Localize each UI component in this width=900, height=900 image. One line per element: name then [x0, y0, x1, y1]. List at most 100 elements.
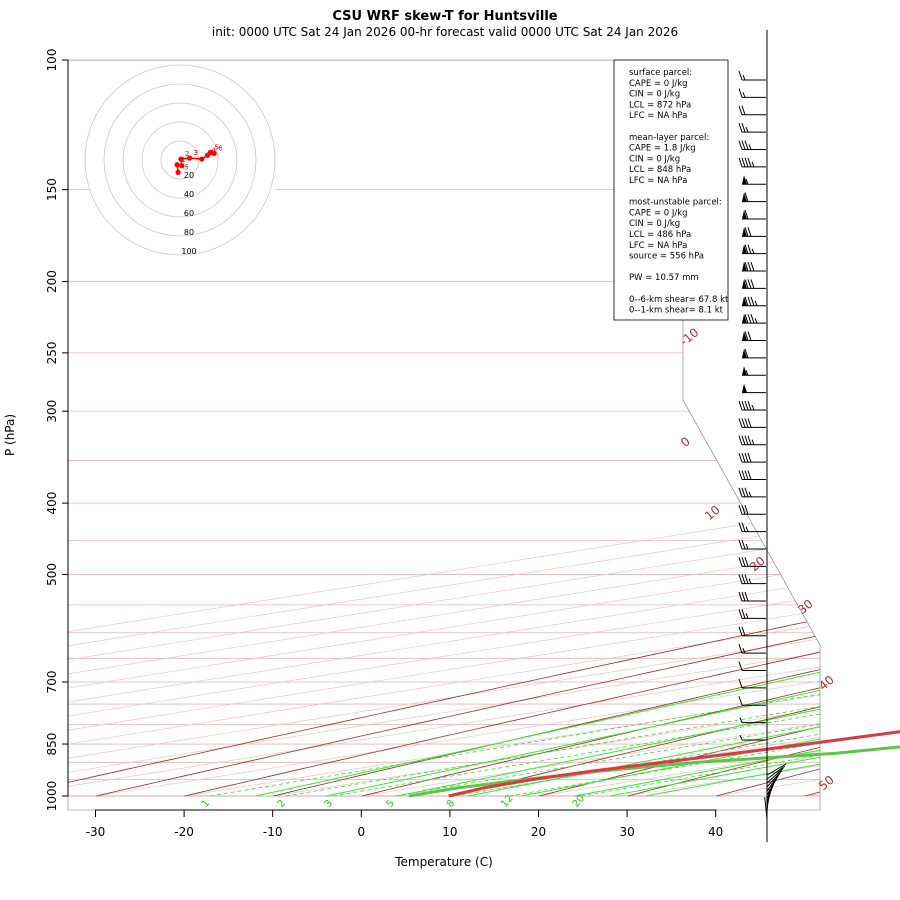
wind-barb-half — [742, 92, 746, 98]
wind-barb-flag — [738, 678, 743, 689]
hodograph-ring-label: 20 — [184, 171, 194, 180]
stats-line: CIN = 0 J/kg — [629, 219, 680, 229]
hodograph-point-label: 3 — [194, 149, 198, 157]
mixing-ratio-label: 1 — [200, 798, 213, 810]
mixing-ratio-label: 3 — [323, 798, 336, 810]
wind-barb-flag — [738, 88, 743, 98]
wind-barb-half — [739, 734, 743, 741]
dry-adiabat — [538, 60, 820, 797]
hodograph-ring-label: 80 — [184, 228, 194, 237]
hodograph-point — [211, 150, 217, 156]
stats-line: CAPE = 0 J/kg — [629, 79, 688, 89]
hodograph-ring — [103, 83, 257, 237]
hodograph-point-label: 6 — [218, 144, 223, 152]
chart-subtitle: init: 0000 UTC Sat 24 Jan 2026 00-hr for… — [212, 25, 678, 39]
wind-barb-flag — [741, 140, 746, 150]
wind-barb-flag — [747, 279, 752, 289]
wind-barb-flag — [747, 331, 752, 341]
stats-line: LCL = 486 hPa — [629, 230, 691, 240]
wind-barb-flag — [741, 105, 746, 115]
stats-line: PW = 10.57 mm — [629, 273, 699, 283]
wind-barb-flag — [744, 140, 749, 150]
stats-line: 0--1-km shear= 8.1 kt — [629, 306, 724, 316]
isotherm-line — [68, 60, 820, 797]
wind-barb-flag — [738, 470, 743, 480]
isotherm-label: 0 — [678, 434, 693, 450]
wind-barb-flag — [747, 452, 752, 463]
dry-adiabat — [68, 60, 820, 797]
wind-barb-half — [745, 126, 749, 133]
x-tick-label: -10 — [263, 825, 283, 839]
wind-barb-flag — [738, 591, 743, 602]
wind-barb-flag — [747, 244, 752, 254]
wind-barb-flag — [738, 400, 743, 411]
x-tick-label: 30 — [619, 825, 634, 839]
wind-barb-half — [745, 526, 749, 532]
mixing-ratio-line — [454, 540, 820, 797]
wind-barb-flag — [741, 591, 746, 602]
moist-adiabat — [468, 352, 820, 797]
wind-barb-flag — [744, 244, 749, 254]
isotherm-line — [893, 60, 900, 796]
wind-barb-flag — [744, 313, 749, 324]
hodograph-ring-label: 40 — [184, 190, 194, 199]
x-tick-label: 10 — [442, 825, 457, 839]
dry-adiabat — [893, 60, 900, 796]
x-tick-label: 20 — [531, 825, 546, 839]
hodograph-ring-label: 60 — [184, 209, 194, 218]
isotherm-line — [68, 60, 820, 797]
wind-barb-half — [745, 179, 749, 185]
y-tick-label: 250 — [45, 341, 59, 364]
hodograph-point-label: 5 — [214, 143, 218, 151]
wind-barb-half — [748, 578, 752, 584]
wind-barb-flag — [744, 505, 749, 515]
wind-barb-flag — [738, 574, 743, 584]
isotherm-line — [68, 60, 820, 797]
wind-barbs — [738, 30, 787, 842]
stats-line: LCL = 872 hPa — [629, 100, 691, 110]
wind-barb-half — [748, 144, 752, 150]
wind-barb-half — [754, 300, 758, 306]
isotherm-label: -10 — [677, 325, 701, 348]
x-tick-label: 0 — [357, 825, 365, 839]
dewpoint-line — [408, 745, 900, 798]
wind-barb-flag — [738, 122, 743, 133]
wind-barb-half — [745, 613, 749, 619]
y-tick-label: 700 — [45, 671, 59, 694]
hodograph-point-label: .5 — [182, 163, 189, 171]
wind-barb-flag — [738, 522, 743, 532]
stats-line: 0--6-km shear= 67.8 kt — [629, 295, 729, 305]
wind-barb-flag — [741, 157, 746, 168]
wind-barb-half — [748, 491, 752, 498]
wind-barb-flag — [744, 591, 749, 602]
wind-barb-flag — [750, 313, 755, 324]
wind-barb-flag — [744, 331, 749, 341]
wind-barb-flag — [738, 157, 743, 168]
hodograph-ring-label: 100 — [181, 247, 196, 256]
wind-barb-pennant — [742, 279, 747, 289]
wind-barb-half — [739, 717, 743, 723]
moist-adiabat — [255, 352, 820, 797]
wind-barb-half — [751, 404, 755, 411]
hodograph-background — [90, 70, 275, 255]
moist-adiabat — [574, 352, 820, 797]
wind-barb-flag — [744, 574, 749, 584]
wind-barb-low — [766, 765, 786, 780]
y-tick-label: 500 — [45, 563, 59, 586]
hodograph-point — [186, 155, 193, 161]
wind-barb-flag — [741, 557, 746, 567]
isotherm-line — [273, 60, 820, 797]
wind-barb-flag — [741, 418, 746, 428]
wind-barb-flag — [738, 626, 743, 636]
isotherm-line — [68, 60, 820, 797]
wind-barb-low — [766, 763, 787, 776]
stats-line: mean-layer parcel: — [629, 133, 709, 143]
wind-barb-pennant — [742, 296, 747, 306]
wind-barb-flag — [741, 539, 746, 550]
hodograph-point — [199, 156, 205, 162]
dry-adiabat — [361, 60, 820, 797]
hodograph-point — [174, 162, 180, 168]
dry-adiabat — [450, 60, 820, 797]
y-tick-label: 850 — [45, 733, 59, 756]
